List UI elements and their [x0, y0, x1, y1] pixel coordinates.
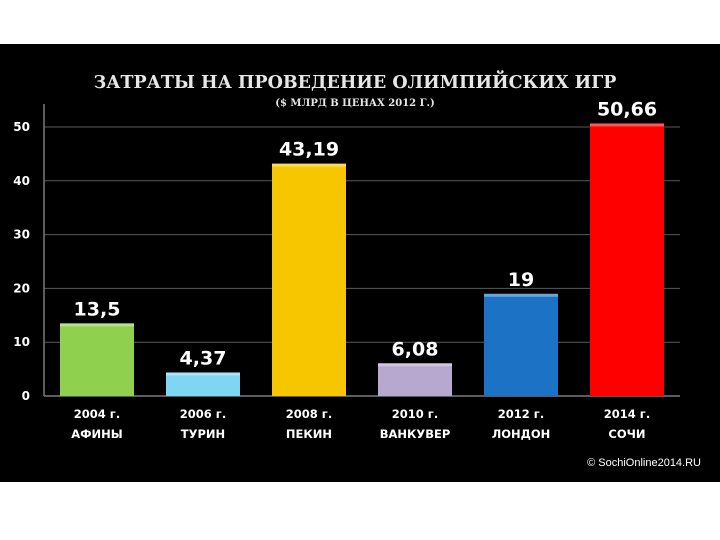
bar-value-label: 6,08: [392, 338, 439, 360]
bar-value-label: 43,19: [279, 139, 339, 161]
x-tick-city: ТУРИН: [181, 427, 225, 441]
x-tick-city: СОЧИ: [608, 427, 645, 441]
x-tick-city: ЛОНДОН: [492, 427, 551, 441]
y-tick-label: 20: [13, 281, 30, 295]
y-axis: 0 10 20 30 40 50: [13, 104, 680, 403]
bar-highlight: [166, 372, 240, 376]
bar-highlight: [590, 123, 664, 127]
bar-chart: ЗАТРАТЫ НА ПРОВЕДЕНИЕ ОЛИМПИЙСКИХ ИГР ($…: [13, 71, 701, 469]
y-tick-label: 50: [13, 120, 30, 134]
bar: [166, 372, 240, 396]
x-tick-year: 2010 г.: [392, 407, 438, 421]
x-tick-city: АФИНЫ: [71, 427, 122, 441]
bar-highlight: [484, 293, 558, 297]
copyright-text: © SochiOnline2014.RU: [587, 457, 701, 469]
bar-highlight: [272, 163, 346, 167]
bar: [484, 293, 558, 396]
bar: [272, 163, 346, 396]
bar: [590, 123, 664, 396]
x-tick-year: 2008 г.: [286, 407, 332, 421]
chart-subtitle: ($ МЛРД В ЦЕНАХ 2012 Г.): [275, 98, 434, 109]
bar-highlight: [60, 323, 134, 327]
bar-value-label: 13,5: [74, 298, 121, 320]
x-tick-city: ВАНКУВЕР: [380, 427, 451, 441]
bar-value-label: 4,37: [180, 347, 227, 369]
bar-value-label: 50,66: [597, 98, 657, 120]
x-tick-year: 2004 г.: [74, 407, 120, 421]
gridlines: [44, 126, 680, 343]
y-tick-label: 0: [22, 389, 30, 403]
bar-highlight: [378, 363, 452, 367]
chart-title: ЗАТРАТЫ НА ПРОВЕДЕНИЕ ОЛИМПИЙСКИХ ИГР: [94, 71, 617, 93]
x-tick-year: 2012 г.: [498, 407, 544, 421]
bars: 13,5 2004 г. АФИНЫ 4,37 2006 г. ТУРИН 43,19 200…: [60, 98, 664, 441]
y-tick-label: 30: [13, 228, 30, 242]
x-tick-year: 2006 г.: [180, 407, 226, 421]
y-tick-label: 10: [13, 335, 30, 349]
x-tick-year: 2014 г.: [604, 407, 650, 421]
x-tick-city: ПЕКИН: [286, 427, 332, 441]
y-tick-label: 40: [13, 174, 30, 188]
bar-value-label: 19: [508, 269, 534, 291]
bar: [60, 323, 134, 396]
chart-panel: ЗАТРАТЫ НА ПРОВЕДЕНИЕ ОЛИМПИЙСКИХ ИГР ($…: [0, 44, 720, 482]
bar: [378, 363, 452, 396]
